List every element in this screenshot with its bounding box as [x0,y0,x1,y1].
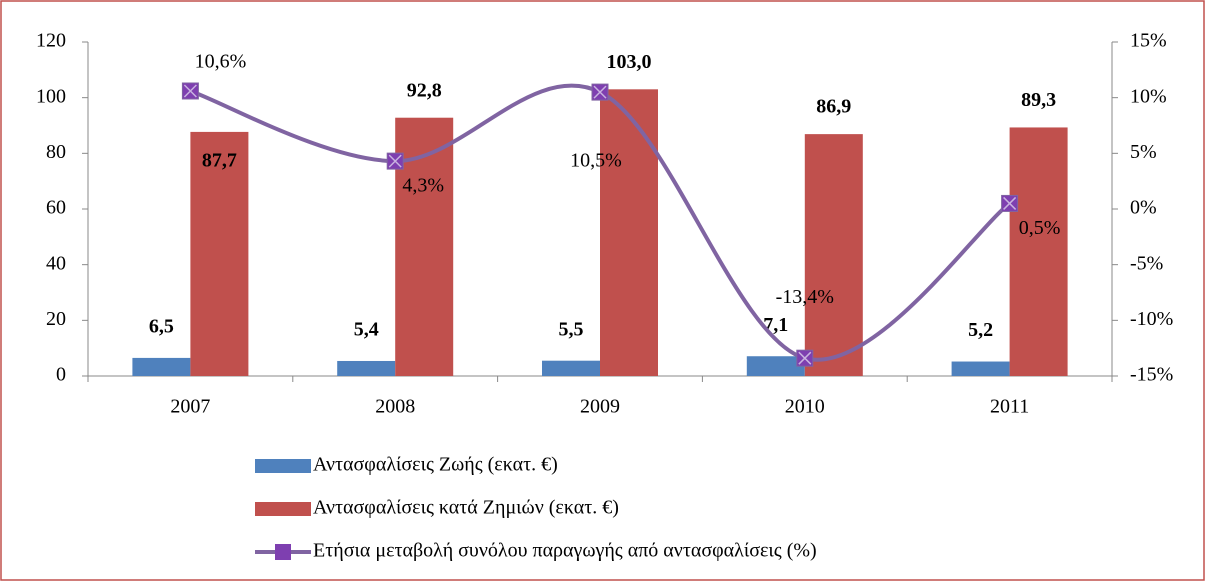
line-value-label: 0,5% [1019,217,1061,239]
bar-value-label: 5,2 [968,319,993,341]
legend-swatch [255,502,311,516]
line-value-label: 4,3% [402,175,444,197]
line-value-label: 10,6% [195,51,247,73]
bar [542,360,600,376]
bar-value-label: 92,8 [407,79,442,101]
x-tick-label: 2008 [375,396,415,418]
legend-label: Ετήσια μεταβολή συνόλου παραγωγής από αν… [313,540,817,562]
bar-value-label: 6,5 [149,316,174,338]
legend-swatch [255,459,311,473]
y-tick-label: 60 [46,197,66,219]
bar [190,131,249,376]
y2-tick-label: -5% [1130,252,1163,274]
y2-tick-label: 15% [1130,30,1167,52]
bar-value-label: 86,9 [816,96,851,118]
y2-tick-label: 0% [1130,197,1157,219]
bar-value-label: 5,5 [559,318,584,340]
bar [804,134,863,376]
marker-cross [388,154,402,168]
bar [132,357,191,376]
y-tick-label: 120 [36,30,66,52]
y2-tick-label: 5% [1130,141,1157,163]
bar-value-label: 5,4 [354,319,379,341]
marker-cross [183,84,197,98]
line-marker [796,349,814,367]
bar [951,361,1010,376]
x-tick-label: 2010 [785,396,825,418]
line-marker [386,152,404,170]
line-marker [181,82,199,100]
y-tick-label: 80 [46,141,66,163]
bar-value-label: 89,3 [1021,89,1056,111]
marker-cross [593,85,607,99]
marker-cross [1003,196,1017,210]
bar-value-label: 103,0 [607,51,652,73]
legend-label: Αντασφαλίσεις Ζωής (εκατ. €) [313,454,558,476]
line-marker [1001,194,1019,212]
line [189,83,1011,362]
x-tick-label: 2007 [170,396,210,418]
y-tick-label: 20 [46,308,66,330]
legend-marker [275,544,291,560]
bar [337,360,396,376]
bar-value-label: 87,7 [202,149,237,171]
bar [746,356,805,376]
marker-cross [798,351,812,365]
y-tick-label: 100 [36,85,66,107]
y-tick-label: 40 [46,252,66,274]
legend-label: Αντασφαλίσεις κατά Ζημιών (εκατ. €) [313,497,619,519]
y2-tick-label: -15% [1130,364,1173,386]
y2-tick-label: 10% [1130,85,1167,107]
bar [600,89,658,377]
x-tick-label: 2011 [990,396,1029,418]
x-tick-label: 2009 [580,396,620,418]
line-value-label: -13,4% [776,286,834,308]
y-tick-label: 0 [56,364,66,386]
line-marker [591,83,609,101]
line-value-label: 10,5% [570,150,622,172]
bar [1009,127,1068,376]
y2-tick-label: -10% [1130,308,1173,330]
